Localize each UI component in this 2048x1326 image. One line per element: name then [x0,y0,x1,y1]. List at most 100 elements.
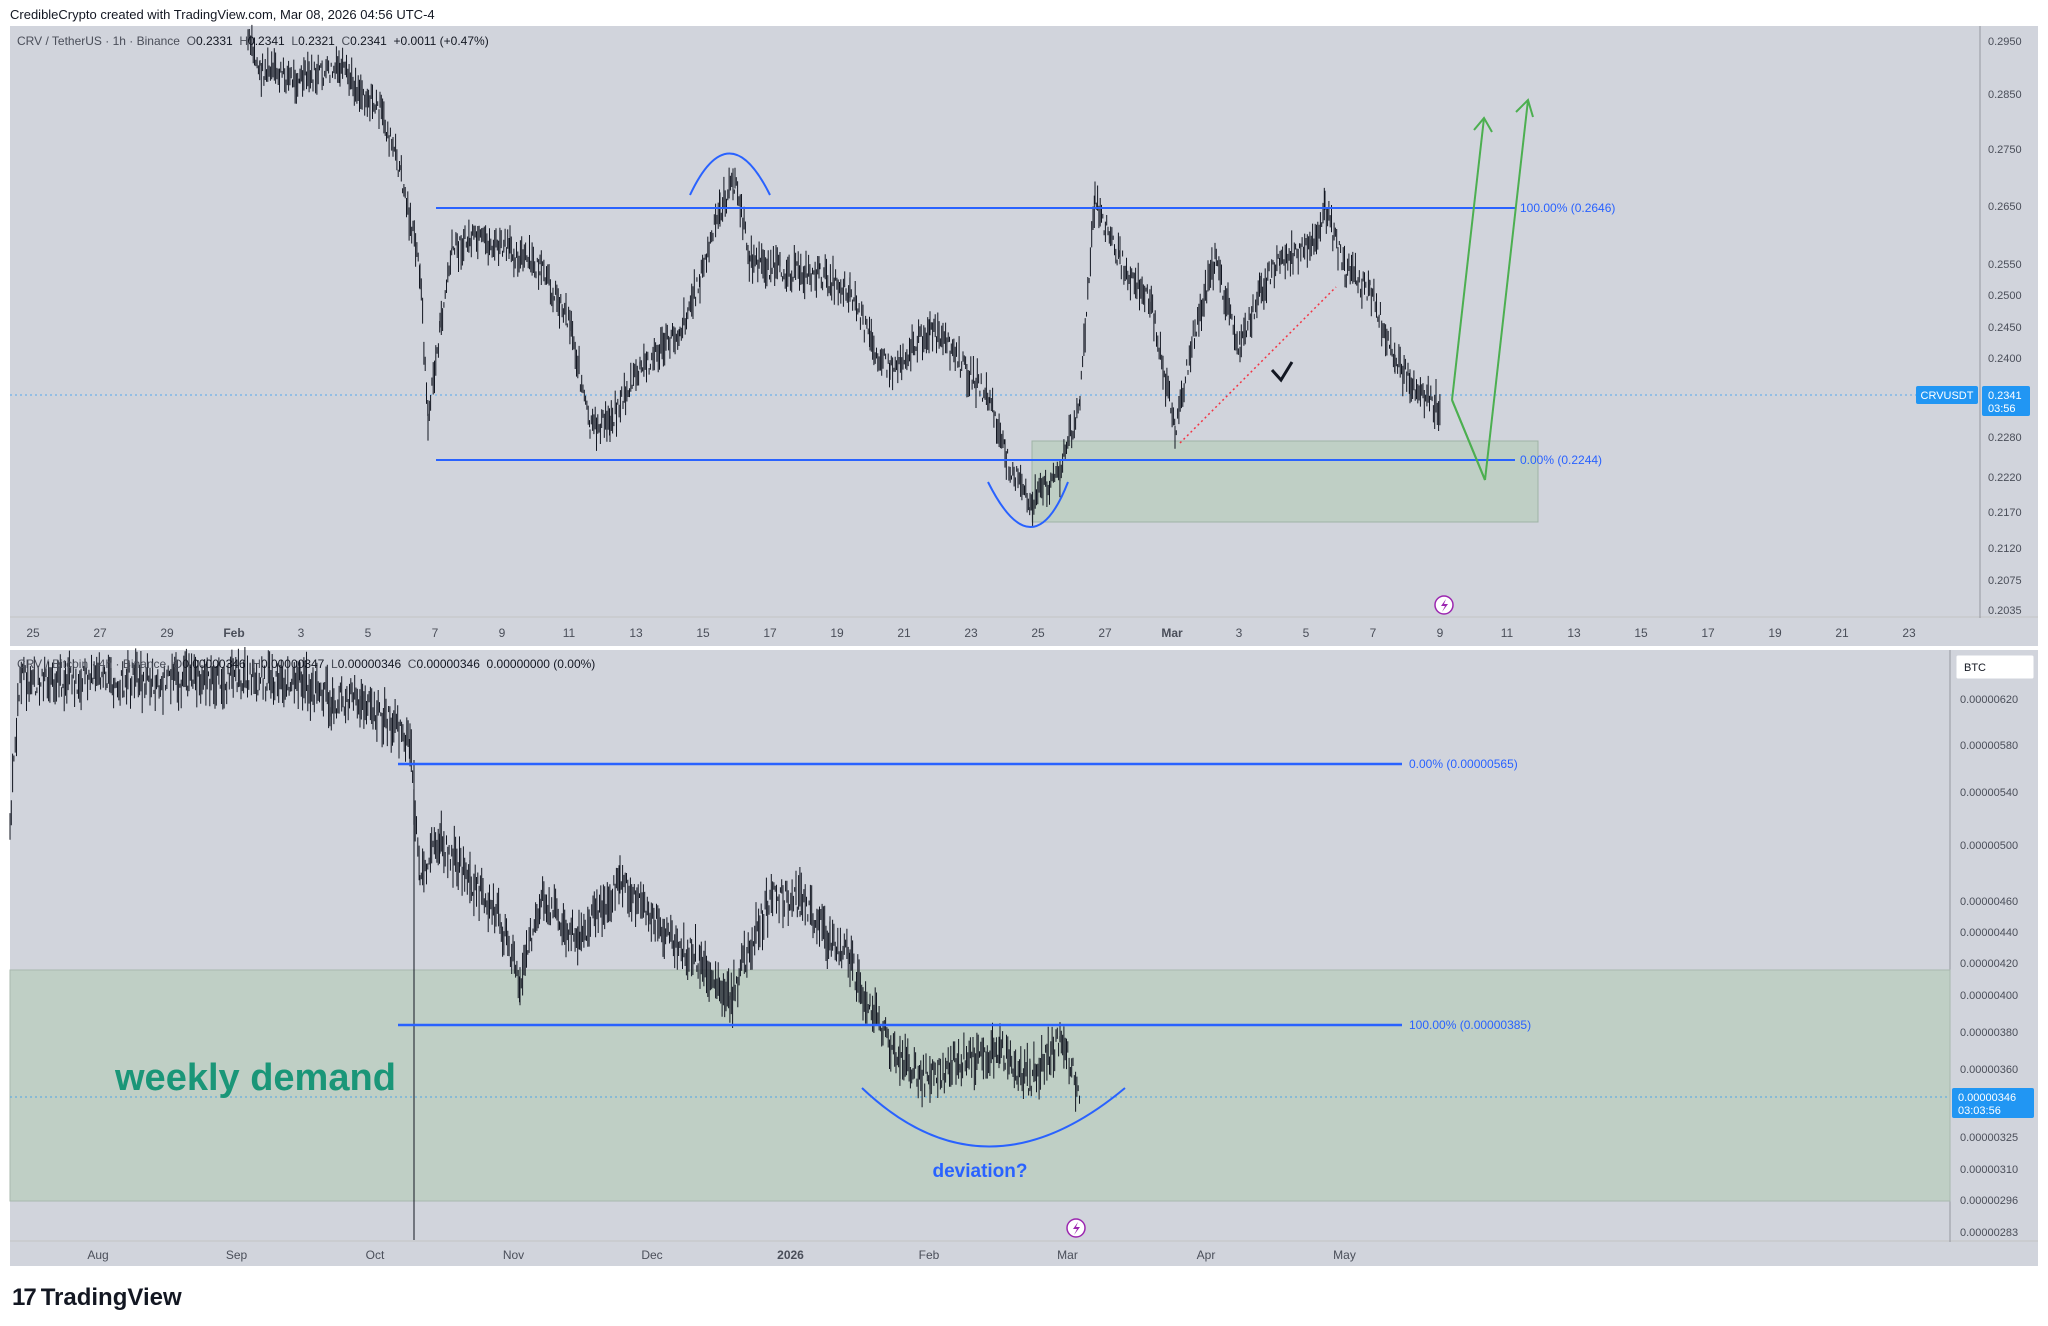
x-tick-label: Feb [223,626,244,640]
x-tick-label: 25 [26,626,40,640]
y-tick-label: 0.2075 [1988,575,2022,587]
top-red-dotted-trendline[interactable] [1179,286,1337,444]
x-tick-label: 27 [1098,626,1112,640]
x-tick-label: 21 [1835,626,1849,640]
bottom-price-tag-price: 0.00000346 [1958,1092,2016,1104]
y-tick-label: 0.2280 [1988,432,2022,444]
flash-event-icon[interactable] [1434,595,1454,615]
bottom-legend: CRV / Bitcoin · 4h · Binance O0.00000346… [17,657,596,671]
bottom-legend-symbol: CRV / Bitcoin · 4h · Binance [17,657,167,671]
x-tick-label: Feb [919,1248,940,1262]
y-tick-label: 0.2950 [1988,36,2022,48]
bottom-legend-change: 0.00000000 (0.00%) [486,657,596,671]
flash-event-icon[interactable] [1066,1218,1086,1238]
x-tick-label: 29 [160,626,174,640]
y-tick-label: 0.00000325 [1960,1132,2018,1144]
x-tick-label: 21 [897,626,911,640]
bottom-pane: 0.00% (0.00000565) 100.00% (0.00000385) … [9,647,2038,1266]
y-tick-label: 0.2650 [1988,201,2022,213]
top-legend: CRV / TetherUS · 1h · Binance O0.2331 H0… [17,34,489,48]
x-tick-label: 13 [629,626,643,640]
top-legend-low: 0.2321 [298,34,335,48]
x-tick-label: 9 [499,626,506,640]
y-tick-label: 0.2170 [1988,507,2022,519]
x-tick-label: 5 [365,626,372,640]
bottom-price-axis[interactable] [1950,650,2038,1240]
y-tick-label: 0.2400 [1988,353,2022,365]
y-tick-label: 0.2220 [1988,472,2022,484]
x-tick-label: Apr [1197,1248,1216,1262]
top-green-arrow-right[interactable] [1484,99,1529,481]
top-x-ticks: 25 27 29 Feb 3 5 7 9 11 13 15 17 19 21 23 25 27 Mar 3 5 7 9 11… [26,626,1916,640]
x-tick-label: 11 [563,626,576,640]
y-tick-label: 0.00000283 [1960,1227,2018,1239]
y-tick-label: 0.00000380 [1960,1027,2018,1039]
y-tick-label: 0.00000296 [1960,1195,2018,1207]
x-tick-label: 23 [964,626,978,640]
top-y-ticks: 0.2950 0.2850 0.2750 0.2650 0.2550 0.2500 0.24… [1988,36,2022,617]
x-tick-label: Dec [641,1248,662,1262]
candle-wicks[interactable] [247,24,1441,527]
top-price-tag [1982,386,2030,416]
x-tick-label: Sep [226,1248,248,1262]
top-legend-open: 0.2331 [195,34,233,48]
top-price-tag-price: 0.2341 [1988,390,2022,402]
top-price-tag-timer: 03:56 [1988,403,2016,415]
arrow-head-icon [1515,98,1534,118]
x-tick-label: 19 [1768,626,1782,640]
top-green-arrow-left[interactable] [1451,117,1485,401]
x-tick-label: 25 [1031,626,1045,640]
tradingview-brand[interactable]: 17 TradingView [12,1284,182,1312]
y-tick-label: 0.00000360 [1960,1064,2018,1076]
currency-label: BTC [1964,662,1986,674]
x-tick-label: 15 [1634,626,1648,640]
bottom-fib-0-label: 0.00% (0.00000565) [1409,757,1518,771]
bottom-deviation-arc[interactable] [861,1087,1126,1148]
y-tick-label: 0.2450 [1988,322,2022,334]
bottom-price-tag [1952,1088,2034,1118]
y-tick-label: 0.00000620 [1960,694,2018,706]
top-arc-lower[interactable] [987,481,1069,528]
top-candles [247,24,1441,527]
top-time-axis[interactable] [10,618,2038,646]
y-tick-label: 0.2850 [1988,89,2022,101]
top-price-axis[interactable] [1980,26,2038,616]
y-tick-label: 0.00000310 [1960,1164,2018,1176]
top-demand-zone[interactable] [1031,440,1539,523]
top-fib-100-label: 100.00% (0.2646) [1520,201,1615,215]
tradingview-logo-icon: 17 [12,1284,37,1311]
y-tick-label: 0.00000580 [1960,740,2018,752]
x-tick-label: 15 [696,626,710,640]
x-tick-label: Oct [366,1248,385,1262]
y-tick-label: 0.2120 [1988,543,2022,555]
x-tick-label: 2026 [777,1248,804,1262]
y-tick-label: 0.2035 [1988,605,2022,617]
weekly-demand-zone[interactable] [9,969,1951,1202]
top-legend-change: +0.0011 (+0.47%) [393,34,489,48]
y-tick-label: 0.00000440 [1960,927,2018,939]
bottom-legend-open: 0.00000346 [182,657,246,671]
y-tick-label: 0.00000400 [1960,990,2018,1002]
x-tick-label: 13 [1567,626,1581,640]
weekly-demand-label: weekly demand [114,1057,396,1099]
y-tick-label: 0.2550 [1988,259,2022,271]
x-tick-label: 17 [763,626,777,640]
x-tick-label: 9 [1437,626,1444,640]
top-pane-background[interactable] [10,26,1980,616]
y-tick-label: 0.00000540 [1960,787,2018,799]
top-arc-upper[interactable] [689,152,771,196]
bottom-time-axis[interactable] [10,1242,2038,1266]
brand-name: TradingView [40,1284,182,1311]
bottom-y-ticks: 0.00000620 0.00000580 0.00000540 0.00000500… [1960,694,2018,1239]
y-tick-label: 0.2500 [1988,290,2022,302]
x-tick-label: 7 [432,626,439,640]
top-symbol-tag [1916,386,1978,404]
candle-wicks[interactable] [9,647,1080,1112]
x-tick-label: Aug [87,1248,108,1262]
top-legend-high: 0.2341 [248,34,285,48]
arrow-head-icon [1473,116,1493,133]
top-symbol-tag-text: CRVUSDT [1921,390,1974,402]
x-tick-label: 27 [93,626,107,640]
currency-button[interactable] [1955,654,2035,680]
